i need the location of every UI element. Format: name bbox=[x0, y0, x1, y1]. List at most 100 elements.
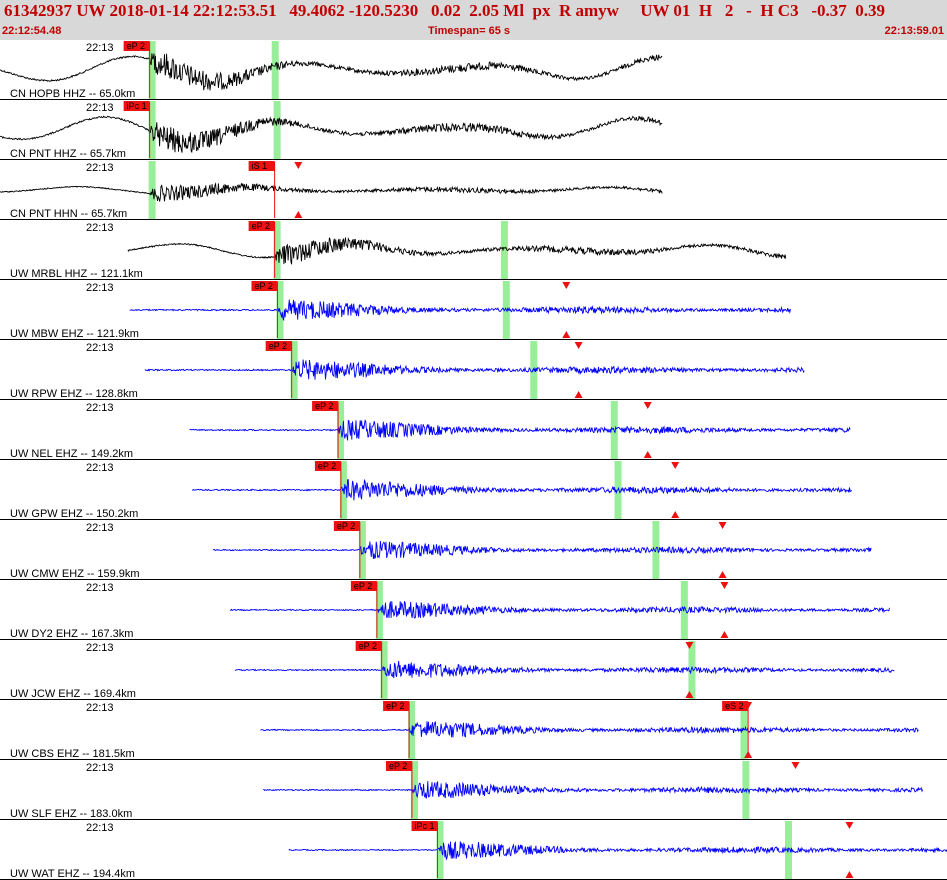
arrival-marker bbox=[845, 871, 854, 878]
pick-flag[interactable] bbox=[123, 41, 150, 51]
pick-label: iPc 1 bbox=[415, 821, 435, 831]
pick-label: eP 2 bbox=[127, 41, 145, 51]
pick-label: eP 2 bbox=[254, 281, 272, 291]
waveform bbox=[189, 419, 851, 441]
pick-window bbox=[358, 521, 366, 579]
station-label: CN HOPB HHZ -- 65.0km bbox=[10, 88, 135, 100]
trace-panel[interactable]: eP 2 22:13 CN HOPB HHZ -- 65.0km bbox=[0, 41, 947, 100]
station-label: UW CBS EHZ -- 181.5km bbox=[10, 748, 135, 760]
pick-window bbox=[337, 401, 345, 459]
pick-flag[interactable] bbox=[333, 521, 360, 531]
arrival-marker bbox=[744, 751, 753, 758]
arrival-marker bbox=[685, 642, 694, 649]
waveform bbox=[0, 53, 663, 91]
waveform bbox=[260, 721, 919, 738]
trace-panel[interactable]: eP 2 22:13 UW DY2 EHZ -- 167.3km bbox=[0, 581, 947, 640]
station-label: UW MRBL HHZ -- 121.1km bbox=[10, 268, 143, 280]
pick-label: eP 2 bbox=[337, 521, 355, 531]
waveform bbox=[127, 237, 787, 265]
trace-panel[interactable]: eP 2 22:13 UW RPW EHZ -- 128.8km bbox=[0, 341, 947, 400]
pick-flag[interactable] bbox=[248, 161, 275, 171]
arrival-marker bbox=[671, 511, 680, 518]
station-label: UW CMW EHZ -- 159.9km bbox=[10, 568, 140, 580]
station-label: UW RPW EHZ -- 128.8km bbox=[10, 388, 138, 400]
arrival-marker bbox=[643, 402, 652, 409]
trace-panel[interactable]: eP 2 22:13 UW GPW EHZ -- 150.2km bbox=[0, 461, 947, 520]
pick-label: eP 2 bbox=[252, 221, 270, 231]
event-summary-title: 61342937 UW 2018-01-14 22:12:53.51 49.40… bbox=[4, 1, 885, 20]
pick-window bbox=[740, 701, 748, 759]
waveform bbox=[0, 115, 663, 154]
trace-time-label: 22:13 bbox=[86, 162, 114, 174]
pick-flag[interactable] bbox=[248, 221, 275, 231]
trace-panel[interactable]: eP 2 22:13 UW MBW EHZ -- 121.9km bbox=[0, 281, 947, 340]
trace-time-label: 22:13 bbox=[86, 762, 114, 774]
waveform bbox=[0, 182, 663, 202]
trace-panel[interactable]: iS 1 22:13 CN PNT HHN -- 65.7km bbox=[0, 161, 947, 220]
pick-window bbox=[271, 41, 279, 99]
timespan-label: Timespan= 65 s bbox=[428, 25, 511, 37]
trace-time-label: 22:13 bbox=[86, 642, 114, 654]
trace-time-label: 22:13 bbox=[86, 522, 114, 534]
arrival-marker bbox=[845, 822, 854, 829]
pick-label: iS 1 bbox=[252, 161, 268, 171]
pick-flag[interactable] bbox=[385, 761, 412, 771]
waveform bbox=[263, 781, 924, 799]
pick-flag[interactable] bbox=[411, 821, 438, 831]
pick-label: eP 2 bbox=[386, 701, 404, 711]
arrival-marker bbox=[562, 282, 571, 289]
trace-panel[interactable]: eP 2 22:13 UW SLF EHZ -- 183.0km bbox=[0, 761, 947, 820]
pick-label: eP 2 bbox=[359, 641, 377, 651]
arrival-marker bbox=[718, 522, 727, 529]
pick-flag[interactable] bbox=[251, 281, 278, 291]
pick-flag[interactable] bbox=[265, 341, 292, 351]
station-label: UW DY2 EHZ -- 167.3km bbox=[10, 628, 133, 640]
pick-label: eP 2 bbox=[318, 461, 336, 471]
pick-flag[interactable] bbox=[383, 701, 410, 711]
trace-panel[interactable]: iPc 1 22:13 CN PNT HHZ -- 65.7km bbox=[0, 101, 947, 160]
pick-window bbox=[273, 221, 281, 279]
station-label: UW WAT EHZ -- 194.4km bbox=[10, 868, 135, 880]
arrival-marker bbox=[685, 691, 694, 698]
pick-flag[interactable] bbox=[350, 581, 377, 591]
arrival-marker bbox=[671, 462, 680, 469]
trace-panel[interactable]: eP 2 22:13 UW MRBL HHZ -- 121.1km bbox=[0, 221, 947, 280]
pick-flag[interactable] bbox=[355, 641, 382, 651]
pick-window bbox=[688, 641, 696, 699]
waveform bbox=[229, 600, 890, 619]
pick-window bbox=[500, 221, 508, 279]
arrival-marker bbox=[562, 331, 571, 338]
trace-panel[interactable]: iPc 1 22:13 UW WAT EHZ -- 194.4km bbox=[0, 821, 947, 880]
station-label: UW NEL EHZ -- 149.2km bbox=[10, 448, 133, 460]
trace-time-label: 22:13 bbox=[86, 342, 114, 354]
trace-panel[interactable]: eP 2 22:13 UW NEL EHZ -- 149.2km bbox=[0, 401, 947, 460]
pick-flag[interactable] bbox=[312, 401, 339, 411]
trace-time-label: 22:13 bbox=[86, 702, 114, 714]
trace-time-label: 22:13 bbox=[86, 582, 114, 594]
arrival-marker bbox=[744, 702, 753, 709]
trace-panel[interactable]: eP 2 eS 2 22:13 UW CBS EHZ -- 181.5km bbox=[0, 701, 947, 760]
event-header: 61342937 UW 2018-01-14 22:12:53.51 49.40… bbox=[0, 0, 947, 40]
pick-label: eP 2 bbox=[354, 581, 372, 591]
pick-window bbox=[273, 101, 281, 159]
arrival-marker bbox=[718, 571, 727, 578]
pick-flag[interactable] bbox=[314, 461, 341, 471]
waveform bbox=[191, 478, 852, 501]
trace-time-label: 22:13 bbox=[86, 42, 114, 54]
pick-flag[interactable] bbox=[123, 101, 150, 111]
arrival-marker bbox=[791, 762, 800, 769]
station-label: CN PNT HHN -- 65.7km bbox=[10, 208, 127, 220]
waveform bbox=[129, 299, 791, 322]
pick-window bbox=[290, 341, 298, 399]
pick-label: eP 2 bbox=[269, 341, 287, 351]
station-label: UW JCW EHZ -- 169.4km bbox=[10, 688, 136, 700]
trace-panel[interactable]: eP 2 22:13 UW JCW EHZ -- 169.4km bbox=[0, 641, 947, 700]
pick-label: eS 2 bbox=[725, 701, 744, 711]
pick-flag[interactable] bbox=[722, 701, 749, 711]
pick-label: eP 2 bbox=[315, 401, 333, 411]
station-label: UW MBW EHZ -- 121.9km bbox=[10, 328, 139, 340]
trace-panel[interactable]: eP 2 22:13 UW CMW EHZ -- 159.9km bbox=[0, 521, 947, 580]
station-label: UW SLF EHZ -- 183.0km bbox=[10, 808, 132, 820]
arrival-marker bbox=[294, 162, 303, 169]
